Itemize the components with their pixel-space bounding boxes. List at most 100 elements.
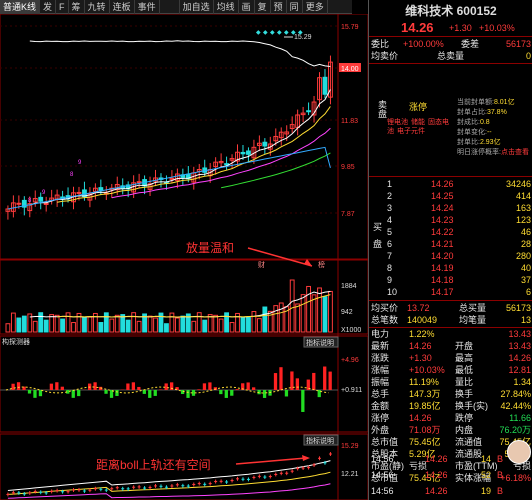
candle-body	[16, 202, 22, 205]
volume-bar	[142, 313, 147, 333]
indicator-bar	[71, 390, 75, 398]
buy-volume: 34246	[505, 179, 531, 189]
sector-tag[interactable]: 固态电池	[387, 119, 449, 135]
indicator-title: 构探测器	[2, 337, 30, 346]
sector-tag[interactable]: 电子元件	[397, 128, 425, 135]
toolbar-item[interactable]: 普通K线	[0, 0, 41, 14]
indicator-bar	[170, 382, 174, 390]
buy-level: 3	[387, 203, 393, 213]
stat-value: 11.66	[509, 413, 531, 423]
indicator-bar	[11, 383, 15, 390]
boll-help-button	[303, 434, 339, 446]
sector-tag[interactable]: 储能	[411, 119, 425, 126]
stat-label: 量比	[455, 377, 474, 387]
volume-bar	[76, 312, 82, 333]
stat-value: +10.03%	[409, 365, 445, 375]
sector-tag[interactable]: 锂电池	[387, 119, 408, 126]
price-axis-label: 11.83	[341, 118, 358, 125]
buy-volume: 46	[520, 227, 531, 237]
indicator-signal-line	[5, 386, 329, 394]
indicator-bar	[49, 383, 54, 390]
chart-toolbar: 普通K线发 F 筹九转 连板 事件 加自选 均线画复预同更多	[0, 0, 352, 14]
price-change: +1.30	[449, 23, 472, 33]
indicator-bar	[77, 390, 81, 397]
indicator-bar	[262, 390, 267, 398]
volume-bar	[71, 322, 76, 333]
buy-volume: 163	[515, 203, 531, 213]
toolbar-item[interactable]: 复	[255, 0, 271, 14]
stat-value: 75.45亿	[409, 473, 441, 483]
order-info-value[interactable]: 点击查看	[500, 149, 529, 156]
kline-chart-svg[interactable]: 15.7914.0011.839.857.8714.0015.29◆◆◆◆◆◆◆…	[0, 13, 369, 500]
volume-bar	[256, 318, 262, 333]
toolbar-item[interactable]: 同	[287, 0, 303, 14]
volume-annotation: 放量温和	[186, 240, 234, 255]
volume-bar	[235, 312, 240, 333]
candle-body	[32, 198, 38, 203]
stats-row: 电力 1.22% 13.43	[369, 328, 532, 340]
junbi-value: 13	[520, 315, 531, 325]
indicator-bar	[142, 390, 146, 394]
boll-upper-band	[7, 460, 331, 491]
indicator-bar	[252, 387, 256, 390]
volume-bar	[202, 319, 208, 333]
volume-bar	[262, 306, 268, 333]
stat-label: 总股本	[371, 449, 399, 459]
buy-order-row: 7 14.20 280	[369, 250, 532, 262]
stat-label: 最高	[455, 353, 474, 363]
boll-help-label: 指标说明	[306, 436, 334, 445]
order-info-value: 2.93亿	[479, 139, 501, 146]
stat-label: 总市值	[371, 473, 399, 483]
volume-annotation-arrow	[247, 247, 313, 267]
toolbar-item[interactable]	[160, 0, 180, 14]
indicator-bar	[93, 382, 97, 390]
indicator-bar	[219, 390, 223, 395]
volume-bar	[114, 314, 120, 333]
buy-level: 2	[387, 191, 393, 201]
volume-ma10	[57, 294, 331, 318]
indicator-bar	[224, 390, 228, 398]
volume-axis-label: 1884	[341, 283, 357, 290]
toolbar-item[interactable]: 画	[239, 0, 255, 14]
stats-row: 市盈(静) 亏损 市盈(TTM) 亏损	[369, 460, 532, 472]
indicator-bar	[197, 389, 201, 390]
stat-label: 外盘	[371, 425, 390, 435]
indicator-bar	[312, 372, 316, 390]
indicator-bar	[55, 382, 59, 390]
order-info-value: --	[486, 129, 492, 136]
chart-area[interactable]: 15.7914.0011.839.857.8714.0015.29◆◆◆◆◆◆◆…	[0, 13, 369, 500]
avatar[interactable]	[507, 440, 531, 464]
order-info-label: 封成比:	[457, 119, 480, 126]
toolbar-item[interactable]: 发	[40, 0, 57, 14]
toolbar-item[interactable]: F	[56, 0, 69, 14]
buy-level: 9	[387, 275, 393, 285]
volume-bar	[164, 323, 169, 333]
toolbar-item[interactable]: 均线	[214, 0, 239, 14]
stat-label: 最新	[371, 341, 390, 351]
order-info-value: 37.8%	[486, 109, 507, 116]
tick-volume: 19	[481, 486, 492, 496]
volume-bar	[196, 312, 202, 333]
indicator-bar	[164, 383, 168, 390]
indicator-bar	[16, 382, 21, 390]
sector-tags: 锂电池 储能 固态电池 电子元件	[387, 118, 457, 136]
toolbar-item[interactable]: 九转	[85, 0, 110, 14]
volume-bar	[54, 314, 60, 333]
tick-time: 14:56	[371, 470, 394, 480]
toolbar-item[interactable]: 加自选	[180, 0, 214, 14]
toolbar-item[interactable]: 更多	[303, 0, 328, 14]
indicator-bar	[191, 390, 196, 396]
buy-price: 14.22	[431, 227, 454, 237]
order-info-row: 封成比:0.8	[457, 118, 532, 128]
toolbar-item[interactable]: 事件	[135, 0, 160, 14]
toolbar-item[interactable]: 预	[271, 0, 287, 14]
stats-row: 总手 147.3万 换手 27.84%	[369, 388, 532, 400]
toolbar-item[interactable]: 连板	[110, 0, 135, 14]
candle-body	[317, 77, 322, 101]
toolbar-item[interactable]: 筹	[69, 0, 85, 14]
buy-label: 买盘	[371, 222, 383, 258]
candle-body	[256, 142, 262, 146]
candle-body	[229, 158, 235, 161]
indicator-bar	[328, 371, 332, 390]
boll-arrow-head	[302, 455, 310, 461]
